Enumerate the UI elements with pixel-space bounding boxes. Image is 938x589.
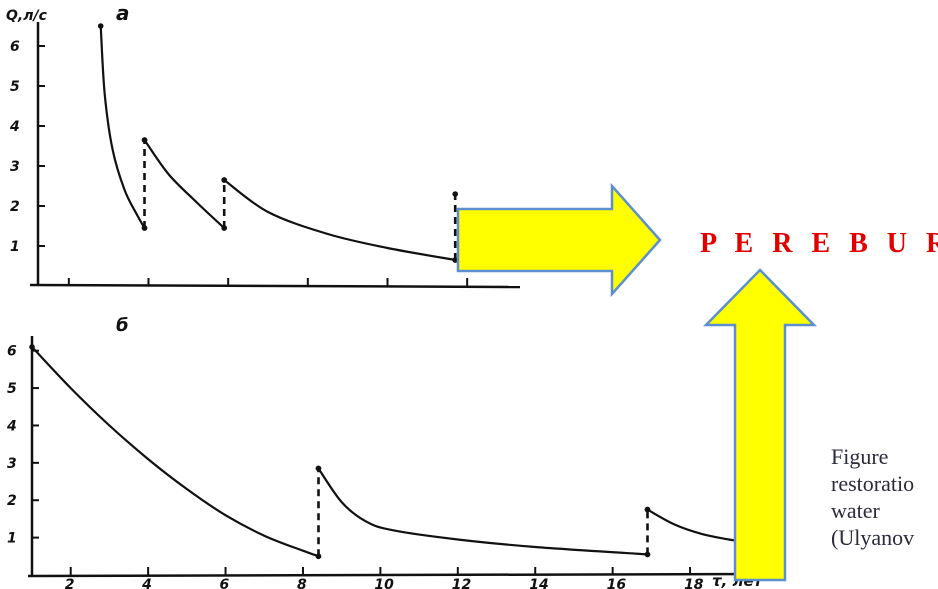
panel-b-x-tick-label: 2 <box>65 577 75 589</box>
up-arrow-icon <box>703 268 817 582</box>
caption-line-2: restoratio <box>831 471 915 496</box>
panel-b-x-tick-label: 12 <box>452 577 471 589</box>
panel-b-x-axis <box>27 572 761 578</box>
panel-b-x-tick-label: 6 <box>220 577 230 589</box>
panel-b-y-tick-label: 6 <box>7 344 17 360</box>
panel-a-y-tick-label: 6 <box>10 39 20 55</box>
panel-b-x-tick-label: 10 <box>374 577 394 589</box>
panel-b-series <box>29 344 755 560</box>
panel-b-y-ticks: 1 2 3 4 5 6 <box>6 344 39 547</box>
panel-a-y-tick-label: 4 <box>9 119 20 135</box>
panel-a-y-ticks: 1 2 3 4 5 6 <box>9 39 45 255</box>
panel-b-x-ticks: 2 4 6 8 10 12 14 16 18 <box>65 567 704 589</box>
panel-b-y-tick-label: 2 <box>7 493 17 509</box>
panel-a-y-tick-label: 3 <box>10 159 20 175</box>
panel-b-y-tick-label: 3 <box>7 456 17 472</box>
caption-line-1: Figure <box>831 444 889 469</box>
panel-a: 1 2 3 4 5 6 Q,л/с а <box>6 1 521 289</box>
panel-a-data-point <box>141 137 148 143</box>
panel-a-data-point <box>221 225 227 231</box>
panel-b-x-tick-label: 4 <box>141 577 152 589</box>
panel-b-data-point <box>644 506 651 513</box>
panel-a-y-tick-label: 1 <box>10 239 20 255</box>
panel-a-decline-curve <box>223 179 456 262</box>
panel-a-decline-curve <box>99 25 146 229</box>
panel-a-data-point <box>141 225 148 231</box>
panel-b-decline-curve <box>31 346 319 558</box>
caption-line-4: (Ulyanov <box>831 525 915 550</box>
panel-a-y-axis-label: Q,л/с <box>6 8 48 24</box>
panel-b-x-tick-label: 18 <box>684 577 704 589</box>
panel-a-data-point <box>452 191 459 197</box>
panel-a-x-axis <box>29 283 521 289</box>
panel-a-series <box>97 23 459 263</box>
panel-b-y-tick-label: 5 <box>7 381 17 397</box>
panel-b-x-tick-label: 8 <box>297 577 307 589</box>
panel-a-label: а <box>116 1 130 25</box>
panel-a-data-point <box>452 257 459 263</box>
panel-b-decline-curve <box>317 467 648 556</box>
panel-b-data-point <box>644 551 651 558</box>
panel-b-x-tick-label: 16 <box>607 577 627 589</box>
panel-a-y-tick-label: 2 <box>10 199 20 215</box>
panel-b-x-tick-label: 14 <box>529 577 548 589</box>
panel-a-decline-curve <box>143 139 225 229</box>
panel-b-y-tick-label: 4 <box>6 418 17 434</box>
panel-b-y-tick-label: 1 <box>7 531 17 547</box>
caption-line-3: water <box>831 498 880 523</box>
panel-a-data-point <box>221 177 227 183</box>
panel-b-data-point <box>315 553 322 560</box>
panel-a-y-tick-label: 5 <box>10 79 20 95</box>
panel-b-label: б <box>116 315 129 336</box>
figure-caption: Figure restoratio water (Ulyanov <box>831 443 938 551</box>
panel-a-x-ticks <box>67 278 469 286</box>
panel-a-data-point <box>97 23 104 29</box>
perebur-label: P E R E B U R <box>700 228 938 259</box>
panel-b-data-point <box>29 344 35 350</box>
right-arrow-icon <box>456 182 662 298</box>
panel-b-data-point <box>315 465 322 472</box>
